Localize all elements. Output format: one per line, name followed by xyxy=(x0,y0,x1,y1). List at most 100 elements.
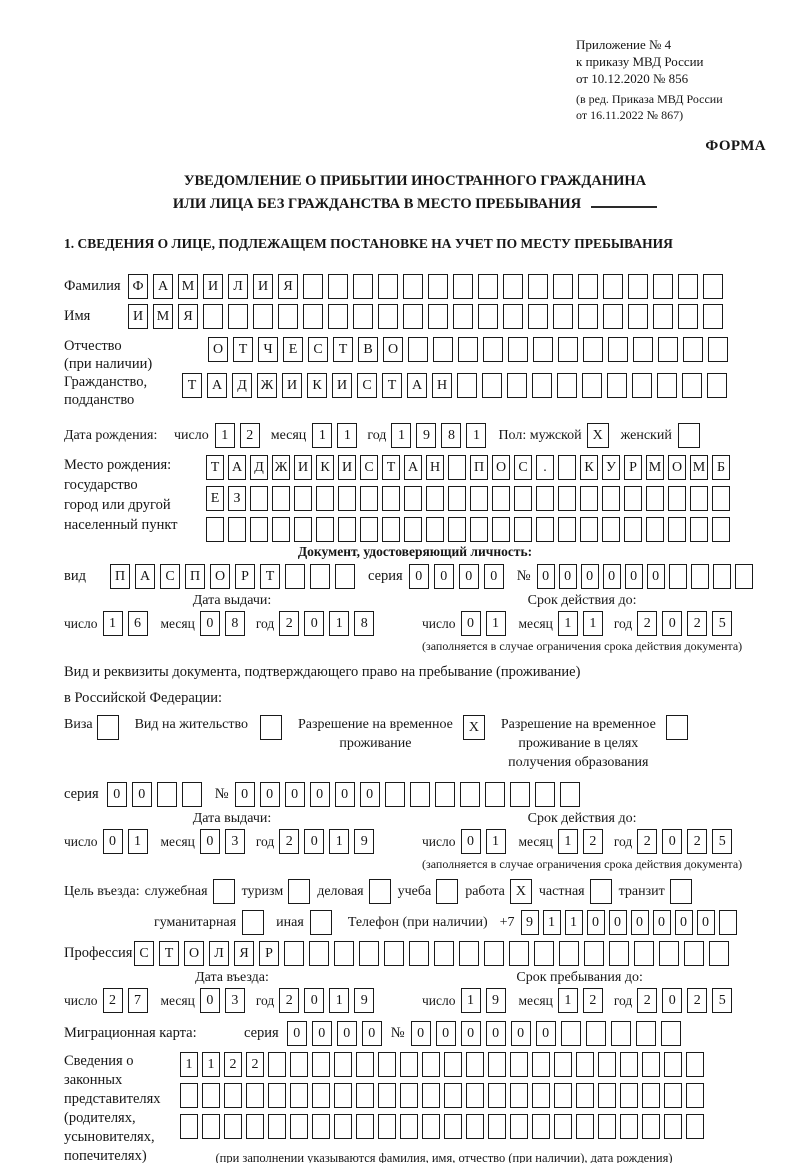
char-box[interactable]: 0 xyxy=(510,1021,531,1047)
char-box[interactable]: 0 xyxy=(259,782,280,808)
char-box[interactable] xyxy=(703,274,723,300)
char-box[interactable]: О xyxy=(208,337,228,363)
char-box[interactable] xyxy=(312,1114,330,1140)
char-box[interactable] xyxy=(356,1114,374,1140)
char-box[interactable] xyxy=(404,517,422,543)
char-box[interactable]: 0 xyxy=(662,988,683,1014)
char-box[interactable]: Б xyxy=(712,455,730,481)
char-box[interactable]: Т xyxy=(382,373,402,399)
char-box[interactable] xyxy=(448,517,466,543)
char-box[interactable]: П xyxy=(185,564,205,590)
char-box[interactable] xyxy=(382,517,400,543)
char-box[interactable] xyxy=(514,517,532,543)
char-box[interactable] xyxy=(268,1083,286,1109)
char-box[interactable] xyxy=(290,1083,308,1109)
char-box[interactable]: 1 xyxy=(460,988,481,1014)
char-box[interactable] xyxy=(690,564,709,590)
char-box[interactable]: 0 xyxy=(646,564,665,590)
char-box[interactable] xyxy=(532,1083,550,1109)
char-box[interactable] xyxy=(384,782,405,808)
char-box[interactable]: 9 xyxy=(354,829,375,855)
char-box[interactable]: 1 xyxy=(542,910,561,936)
char-box[interactable] xyxy=(203,304,223,330)
char-box[interactable] xyxy=(434,941,454,967)
char-box[interactable]: Я xyxy=(278,274,298,300)
char-box[interactable] xyxy=(558,486,576,512)
char-box[interactable] xyxy=(686,1083,704,1109)
char-box[interactable] xyxy=(624,517,642,543)
char-box[interactable]: 1 xyxy=(557,611,578,637)
char-box[interactable] xyxy=(657,373,677,399)
char-box[interactable]: С xyxy=(134,941,154,967)
char-box[interactable] xyxy=(664,1083,682,1109)
char-box[interactable] xyxy=(510,1052,528,1078)
char-box[interactable] xyxy=(603,274,623,300)
char-box[interactable] xyxy=(628,274,648,300)
char-box[interactable]: И xyxy=(294,455,312,481)
char-box[interactable]: С xyxy=(308,337,328,363)
char-box[interactable] xyxy=(660,1021,681,1047)
char-box[interactable] xyxy=(309,941,329,967)
char-box[interactable]: Р xyxy=(624,455,642,481)
char-box[interactable] xyxy=(602,486,620,512)
char-box[interactable] xyxy=(246,1114,264,1140)
char-box[interactable]: 1 xyxy=(582,611,603,637)
char-box[interactable] xyxy=(400,1052,418,1078)
char-box[interactable] xyxy=(668,486,686,512)
char-box[interactable]: И xyxy=(332,373,352,399)
char-box[interactable]: 0 xyxy=(460,829,481,855)
char-box[interactable] xyxy=(533,337,553,363)
char-box[interactable] xyxy=(686,1052,704,1078)
char-box[interactable] xyxy=(334,1083,352,1109)
char-box[interactable] xyxy=(360,517,378,543)
char-box[interactable] xyxy=(426,486,444,512)
char-box[interactable]: 1 xyxy=(466,423,487,449)
purpose-official-checkbox[interactable] xyxy=(212,879,235,905)
char-box[interactable]: 1 xyxy=(557,988,578,1014)
char-box[interactable]: Н xyxy=(426,455,444,481)
char-box[interactable] xyxy=(303,304,323,330)
char-box[interactable]: Ж xyxy=(272,455,290,481)
char-box[interactable] xyxy=(534,941,554,967)
char-box[interactable] xyxy=(607,373,627,399)
char-box[interactable] xyxy=(554,1052,572,1078)
char-box[interactable] xyxy=(312,1052,330,1078)
char-box[interactable] xyxy=(484,782,505,808)
char-box[interactable] xyxy=(483,337,503,363)
char-box[interactable] xyxy=(620,1114,638,1140)
char-box[interactable] xyxy=(444,1083,462,1109)
char-box[interactable] xyxy=(250,486,268,512)
char-box[interactable] xyxy=(433,337,453,363)
char-box[interactable] xyxy=(558,455,576,481)
char-box[interactable] xyxy=(378,274,398,300)
char-box[interactable] xyxy=(642,1114,660,1140)
char-box[interactable]: 0 xyxy=(304,611,325,637)
char-box[interactable] xyxy=(334,941,354,967)
char-box[interactable]: 0 xyxy=(408,564,429,590)
char-box[interactable] xyxy=(202,1114,220,1140)
char-box[interactable]: Л xyxy=(209,941,229,967)
char-box[interactable] xyxy=(664,1114,682,1140)
char-box[interactable] xyxy=(180,1114,198,1140)
char-box[interactable]: Т xyxy=(260,564,280,590)
char-box[interactable] xyxy=(294,486,312,512)
char-box[interactable]: 0 xyxy=(131,782,152,808)
purpose-business-checkbox[interactable] xyxy=(368,879,391,905)
purpose-study-checkbox[interactable] xyxy=(436,879,459,905)
char-box[interactable]: П xyxy=(110,564,130,590)
char-box[interactable] xyxy=(400,1114,418,1140)
char-box[interactable]: 0 xyxy=(284,782,305,808)
char-box[interactable] xyxy=(359,941,379,967)
char-box[interactable]: 2 xyxy=(687,611,708,637)
char-box[interactable] xyxy=(528,274,548,300)
char-box[interactable] xyxy=(422,1114,440,1140)
